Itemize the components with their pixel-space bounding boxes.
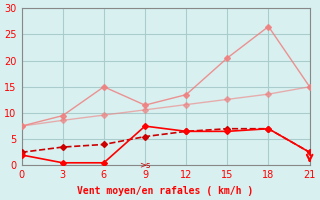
Text: >s: >s — [139, 161, 151, 170]
X-axis label: Vent moyen/en rafales ( km/h ): Vent moyen/en rafales ( km/h ) — [77, 186, 254, 196]
